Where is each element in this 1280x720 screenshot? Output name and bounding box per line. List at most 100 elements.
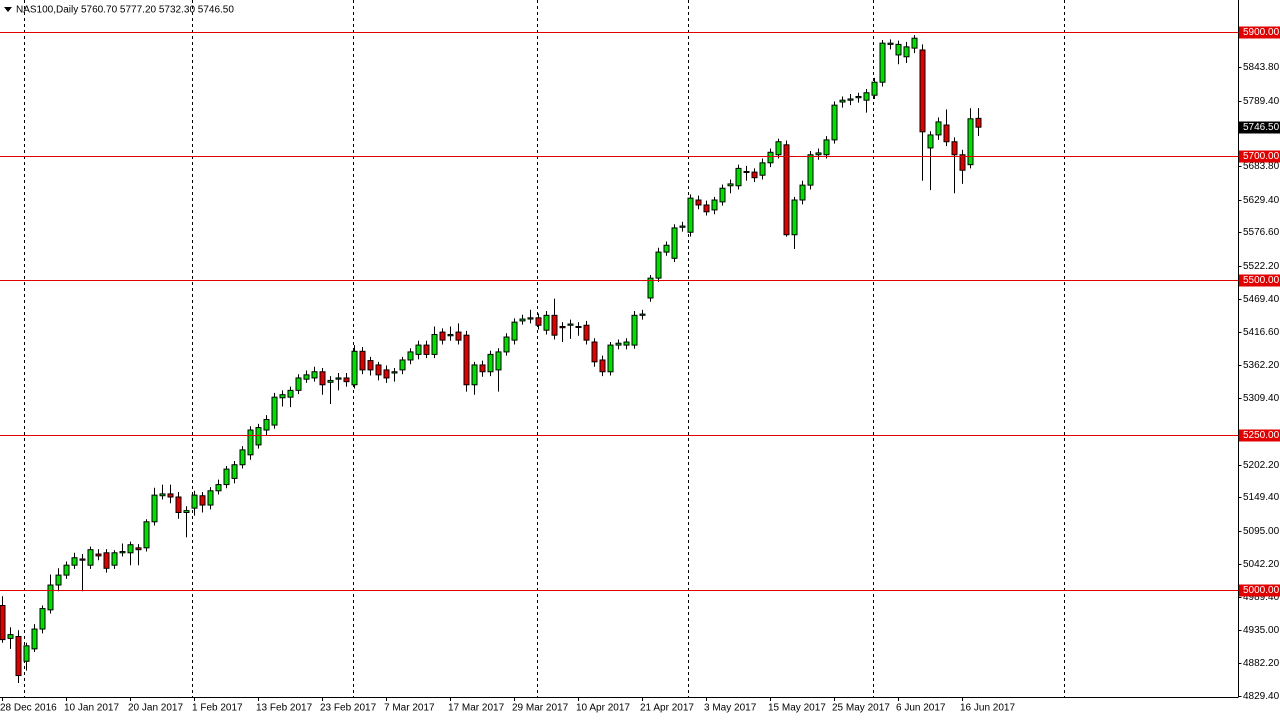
candle-body — [79, 558, 86, 561]
candle-body — [215, 484, 222, 492]
x-tick-label: 29 Mar 2017 — [512, 703, 569, 714]
candle-body — [0, 604, 6, 641]
candle-body — [967, 118, 974, 166]
candle-body — [919, 49, 926, 133]
candle-body — [471, 364, 478, 386]
x-tick-label: 1 Feb 2017 — [192, 703, 243, 714]
candle-body — [447, 334, 454, 337]
candle-body — [23, 645, 30, 662]
y-tick-label: 5202.20 — [1243, 460, 1280, 471]
level-label: 5900.00 — [1243, 27, 1280, 38]
candle-body — [303, 374, 310, 380]
candle-body — [615, 342, 622, 346]
candle-body — [519, 318, 526, 322]
candle-body — [335, 377, 342, 380]
candle-body — [455, 331, 462, 341]
candle-body — [87, 549, 94, 566]
y-tick-label: 5789.40 — [1243, 96, 1280, 107]
candle-body — [951, 141, 958, 156]
x-tick-label: 25 May 2017 — [832, 703, 890, 714]
candle-body — [359, 350, 366, 371]
candle-body — [775, 141, 782, 156]
plot — [0, 35, 982, 683]
candle-body — [199, 495, 206, 506]
candle-body — [383, 369, 390, 379]
candle-body — [567, 323, 574, 326]
x-tick-label: 13 Feb 2017 — [256, 703, 313, 714]
candle-body — [63, 564, 70, 576]
candle-body — [807, 154, 814, 186]
candle-body — [239, 449, 246, 466]
candle-body — [783, 144, 790, 236]
y-tick-label: 4882.20 — [1243, 658, 1280, 669]
candle-body — [311, 371, 318, 379]
candle-body — [39, 608, 46, 630]
y-tick-label: 5362.20 — [1243, 360, 1280, 371]
candle-body — [231, 464, 238, 479]
candle-body — [183, 510, 190, 513]
y-tick-label: 5309.40 — [1243, 393, 1280, 404]
candle-body — [167, 493, 174, 498]
candle-body — [839, 99, 846, 103]
level-label: 5700.00 — [1243, 151, 1280, 162]
candle-body — [423, 344, 430, 355]
candle-body — [815, 152, 822, 156]
candle-body — [119, 551, 126, 554]
candle-body — [55, 574, 62, 586]
candle-body — [975, 117, 982, 128]
candle-body — [319, 371, 326, 386]
candle-body — [247, 429, 254, 456]
level-label-box — [1239, 274, 1280, 287]
level-label: 5500.00 — [1243, 275, 1280, 286]
x-tick-label: 28 Dec 2016 — [0, 703, 57, 714]
candle-body — [375, 364, 382, 376]
candle-body — [271, 396, 278, 426]
y-tick-label: 5522.20 — [1243, 261, 1280, 272]
y-tick-label: 5843.80 — [1243, 62, 1280, 73]
candle-body — [831, 104, 838, 141]
y-tick-label: 5416.60 — [1243, 327, 1280, 338]
candle-body — [623, 341, 630, 346]
candle-body — [703, 204, 710, 213]
candle-body — [591, 341, 598, 363]
candle-body — [639, 313, 646, 316]
candle-body — [511, 321, 518, 341]
level-label-box — [1239, 429, 1280, 442]
candle-body — [759, 162, 766, 176]
candle-body — [207, 490, 214, 506]
candle-body — [543, 314, 550, 331]
level-label-box — [1239, 150, 1280, 163]
candle-body — [895, 43, 902, 56]
y-tick-label: 5042.20 — [1243, 559, 1280, 570]
candle-body — [31, 628, 38, 650]
x-tick-label: 10 Jan 2017 — [64, 703, 119, 714]
ohlc-header: 5760.70 5777.20 5732.30 5746.50 — [81, 5, 234, 16]
candle-body — [671, 227, 678, 259]
candle-body — [127, 544, 134, 554]
candle-body — [159, 493, 166, 497]
x-tick-label: 17 Mar 2017 — [448, 703, 505, 714]
candle-body — [415, 344, 422, 355]
candle-body — [663, 244, 670, 253]
candle-body — [95, 553, 102, 557]
candle-body — [719, 187, 726, 203]
candle-body — [71, 557, 78, 566]
candle-body — [535, 317, 542, 326]
candle-body — [407, 351, 414, 361]
candle-body — [7, 634, 14, 639]
symbol-title: NAS100,Daily — [16, 5, 78, 16]
candle-body — [655, 251, 662, 279]
candle-body — [367, 360, 374, 371]
menu-triangle[interactable] — [4, 7, 12, 12]
level-label-box — [1239, 584, 1280, 597]
candle-body — [15, 635, 22, 677]
candle-body — [855, 95, 862, 99]
x-tick-label: 16 Jun 2017 — [960, 703, 1015, 714]
candle-body — [399, 359, 406, 371]
candle-body — [263, 418, 270, 431]
candle-body — [135, 547, 142, 551]
candle-body — [935, 121, 942, 136]
